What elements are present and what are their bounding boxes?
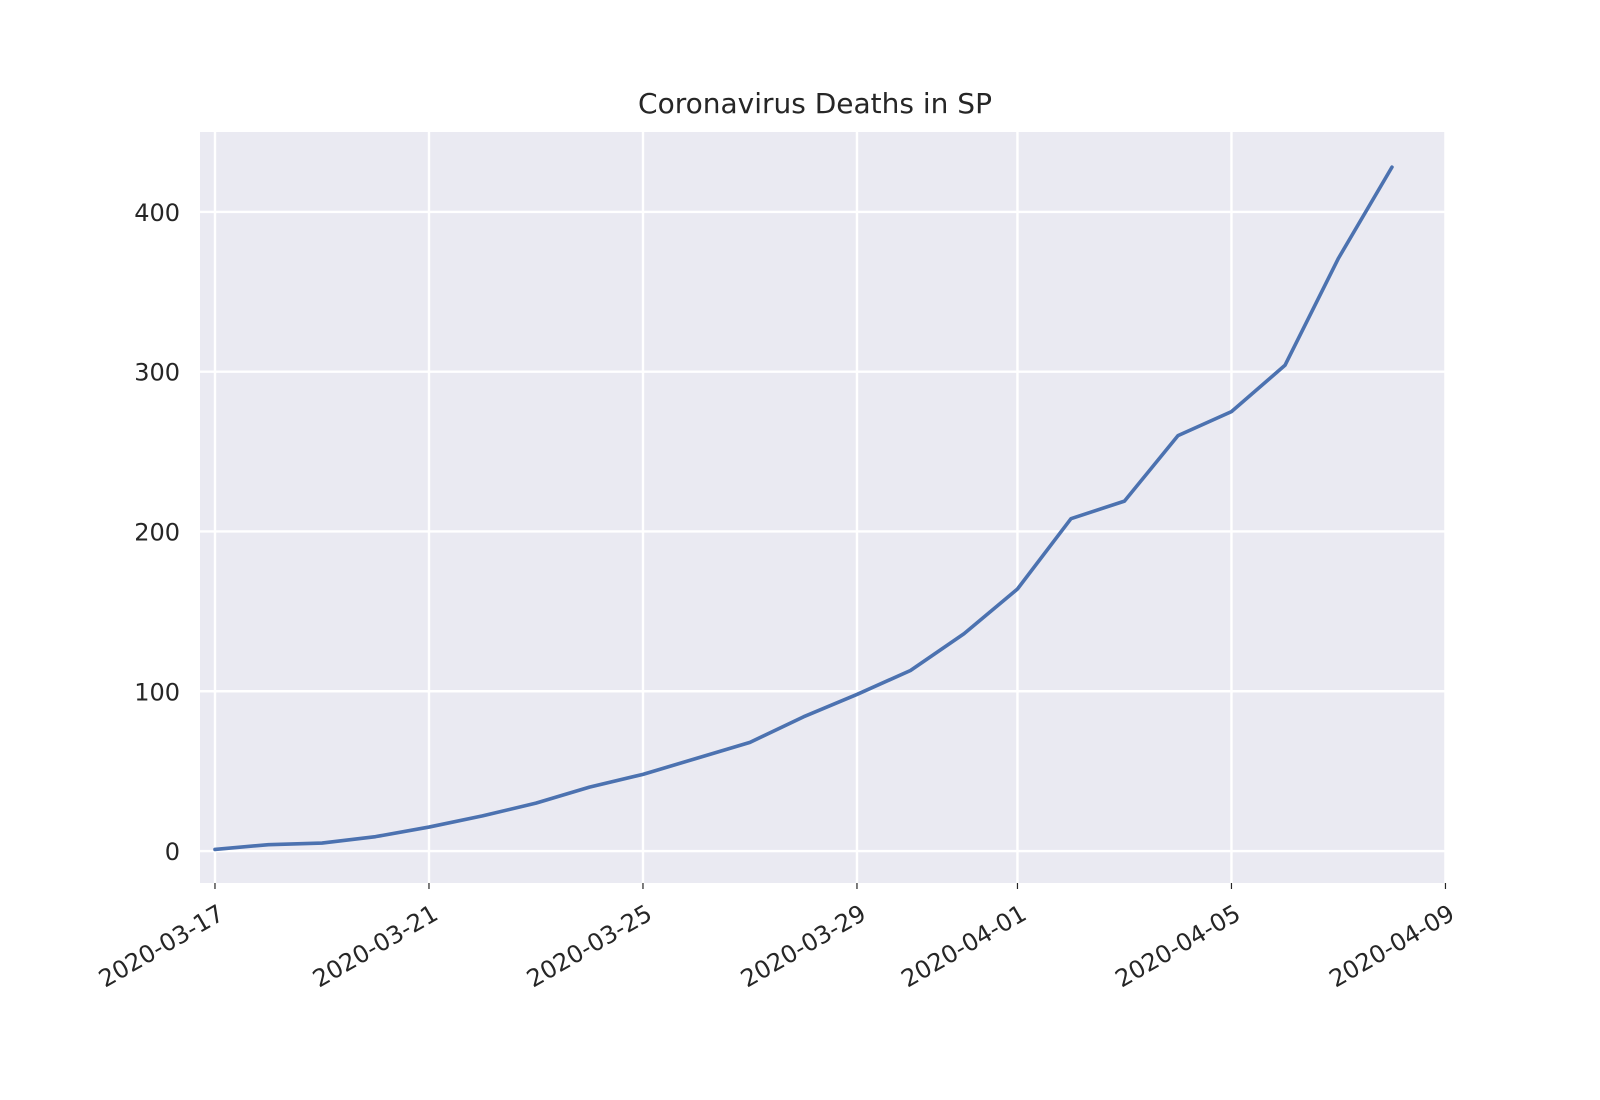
data-point bbox=[266, 843, 270, 847]
y-tick-label: 300 bbox=[134, 359, 180, 387]
data-point bbox=[962, 632, 966, 636]
data-point bbox=[641, 772, 645, 776]
data-point bbox=[1336, 256, 1340, 260]
data-point bbox=[1229, 410, 1233, 414]
data-point bbox=[855, 692, 859, 696]
data-point bbox=[748, 740, 752, 744]
data-point bbox=[908, 668, 912, 672]
y-tick-label: 100 bbox=[134, 678, 180, 706]
data-point bbox=[427, 825, 431, 829]
series-layer bbox=[213, 165, 1394, 852]
data-point bbox=[1069, 517, 1073, 521]
series-line bbox=[213, 165, 1394, 852]
y-tick-label: 400 bbox=[134, 199, 180, 227]
chart-title: Coronavirus Deaths in SP bbox=[638, 87, 992, 120]
grid bbox=[200, 132, 1447, 883]
data-point bbox=[534, 801, 538, 805]
data-point bbox=[320, 841, 324, 845]
data-point bbox=[694, 756, 698, 760]
data-point bbox=[480, 814, 484, 818]
data-point bbox=[1283, 363, 1287, 367]
data-point bbox=[1390, 165, 1394, 169]
x-tick-label: 2020-04-05 bbox=[1110, 899, 1245, 993]
data-point bbox=[801, 715, 805, 719]
x-tick-label: 2020-03-21 bbox=[308, 899, 443, 993]
x-axis-ticks: 2020-03-17 2020-03-21 2020-03-25 2020-03-29… bbox=[94, 883, 1459, 993]
data-point bbox=[1122, 499, 1126, 503]
data-point bbox=[213, 847, 217, 851]
x-tick-label: 2020-04-01 bbox=[896, 899, 1031, 993]
data-point bbox=[373, 835, 377, 839]
x-tick-label: 2020-03-29 bbox=[736, 899, 871, 993]
x-tick-label: 2020-03-17 bbox=[94, 899, 229, 993]
y-tick-label: 200 bbox=[134, 518, 180, 546]
data-point bbox=[1176, 434, 1180, 438]
plot-area bbox=[200, 132, 1446, 883]
x-tick-label: 2020-03-25 bbox=[522, 899, 657, 993]
data-point bbox=[587, 785, 591, 789]
y-axis-ticks: 0 100 200 300 400 bbox=[134, 199, 180, 866]
y-tick-label: 0 bbox=[165, 838, 180, 866]
data-point bbox=[1015, 587, 1019, 591]
x-tick-label: 2020-04-09 bbox=[1324, 899, 1459, 993]
